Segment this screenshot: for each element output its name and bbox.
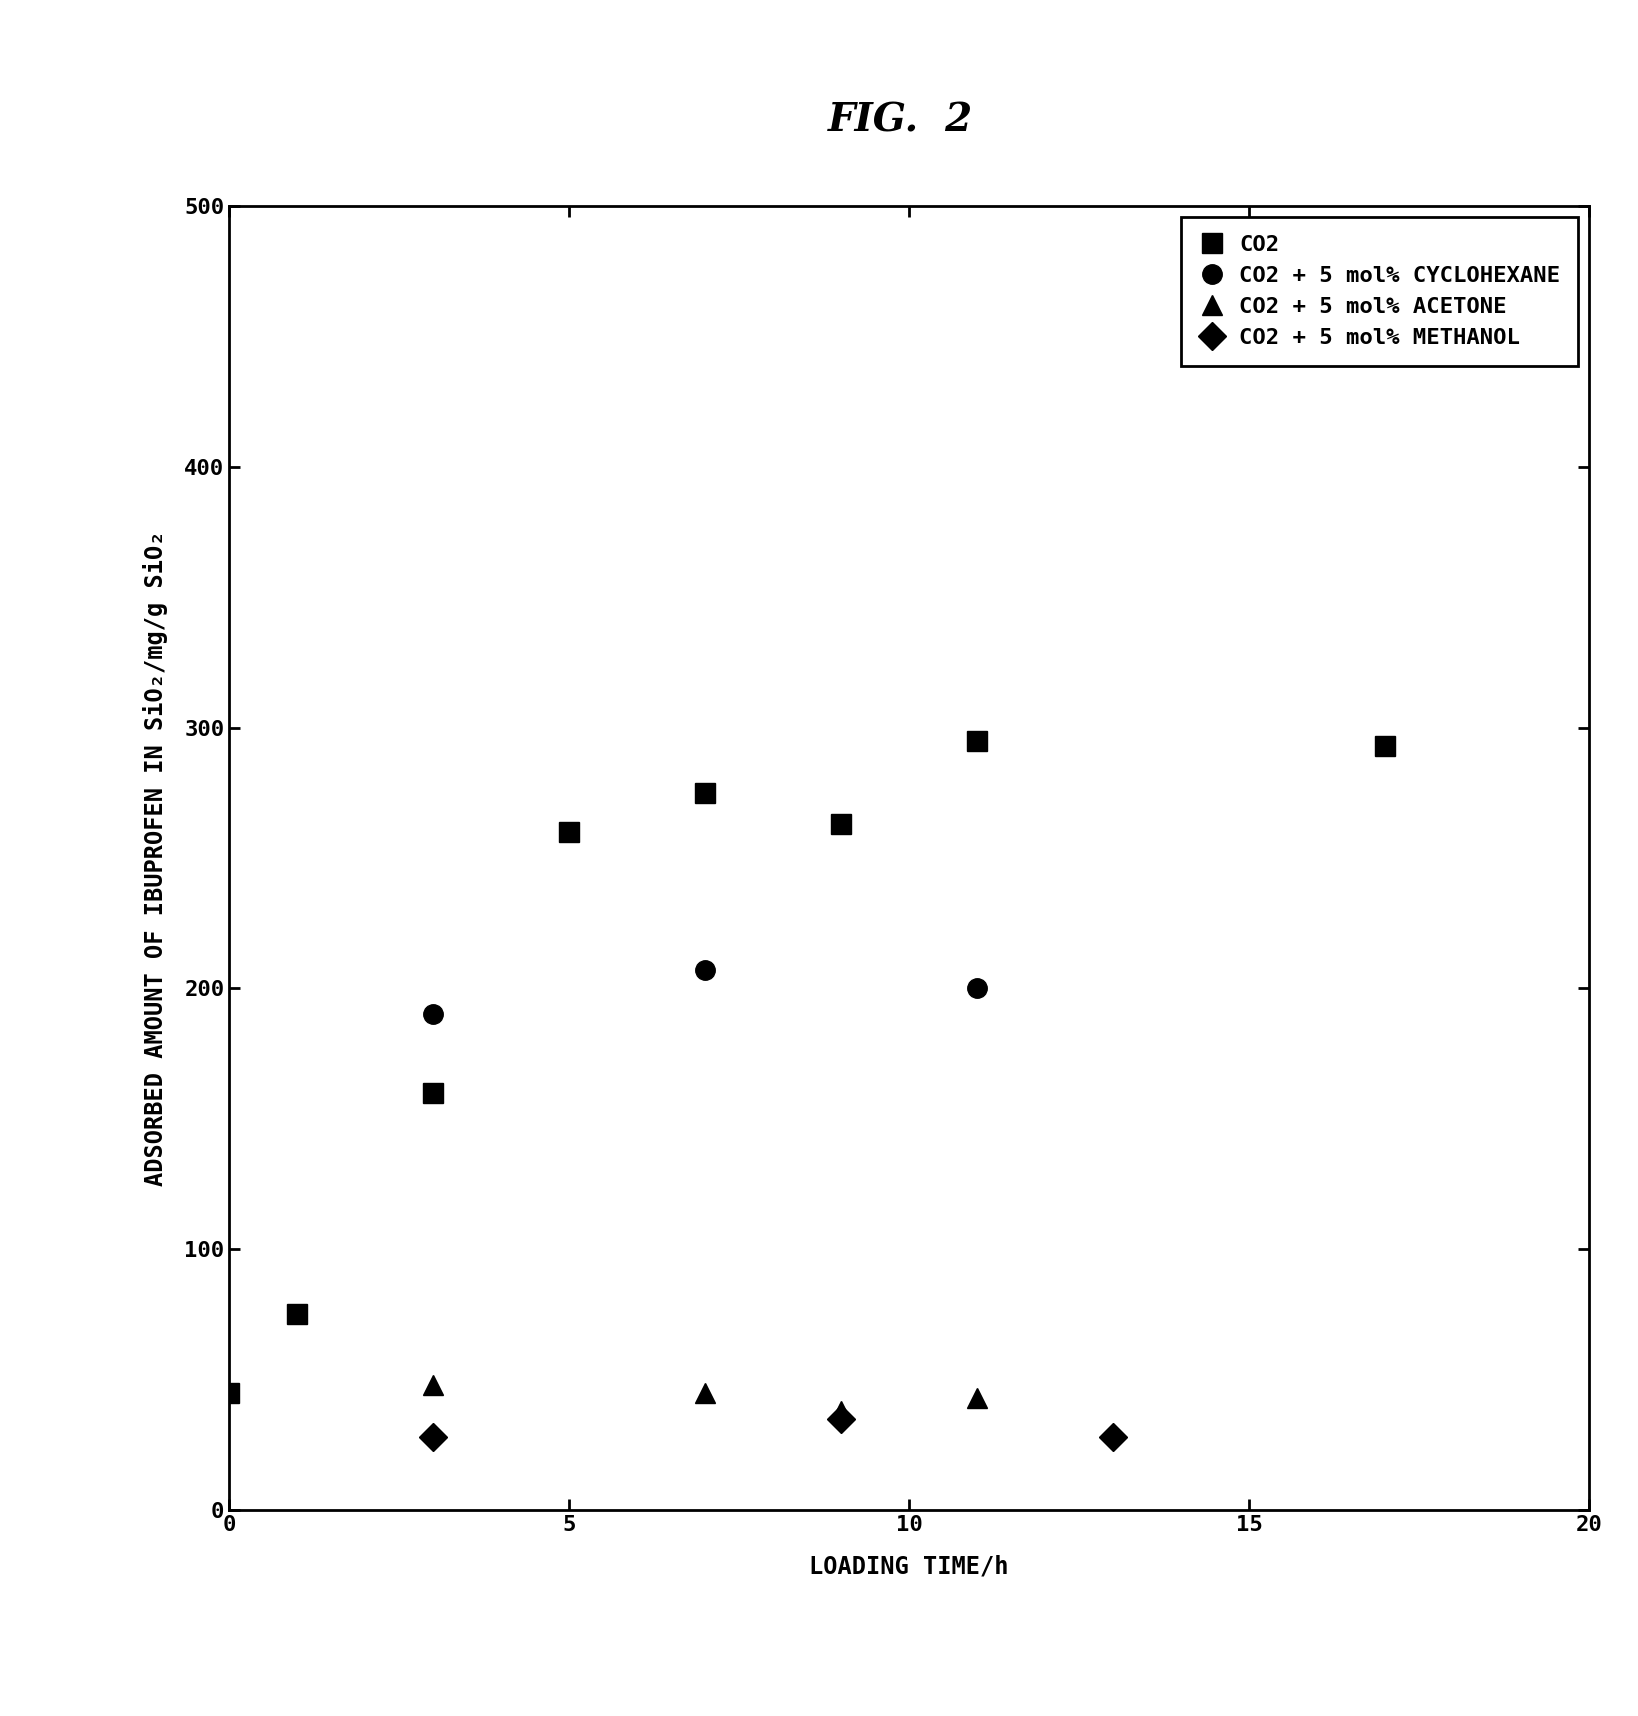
CO2 + 5 mol% CYCLOHEXANE xyxy=(696,959,716,980)
Line: CO2 + 5 mol% METHANOL: CO2 + 5 mol% METHANOL xyxy=(424,1409,1122,1447)
CO2 xyxy=(832,813,852,834)
Y-axis label: ADSORBED AMOUNT OF IBUPROFEN IN SiO₂/mg/g SiO₂: ADSORBED AMOUNT OF IBUPROFEN IN SiO₂/mg/… xyxy=(143,530,167,1186)
CO2 + 5 mol% ACETONE xyxy=(966,1388,986,1409)
Legend: CO2, CO2 + 5 mol% CYCLOHEXANE, CO2 + 5 mol% ACETONE, CO2 + 5 mol% METHANOL: CO2, CO2 + 5 mol% CYCLOHEXANE, CO2 + 5 m… xyxy=(1181,216,1577,366)
CO2 + 5 mol% METHANOL xyxy=(423,1426,442,1447)
Line: CO2 + 5 mol% CYCLOHEXANE: CO2 + 5 mol% CYCLOHEXANE xyxy=(424,961,986,1024)
CO2 + 5 mol% ACETONE xyxy=(696,1383,716,1404)
CO2 xyxy=(696,782,716,803)
CO2 + 5 mol% ACETONE xyxy=(832,1400,852,1421)
CO2 xyxy=(966,731,986,752)
CO2 xyxy=(560,822,580,843)
CO2 + 5 mol% CYCLOHEXANE xyxy=(966,978,986,999)
CO2 + 5 mol% CYCLOHEXANE xyxy=(423,1004,442,1024)
CO2 xyxy=(423,1083,442,1103)
Line: CO2 + 5 mol% ACETONE: CO2 + 5 mol% ACETONE xyxy=(424,1375,986,1421)
CO2 xyxy=(1376,736,1396,757)
CO2 + 5 mol% METHANOL xyxy=(832,1409,852,1429)
Line: CO2: CO2 xyxy=(219,731,1394,1402)
Text: FIG.  2: FIG. 2 xyxy=(829,101,973,139)
CO2 + 5 mol% ACETONE xyxy=(423,1375,442,1395)
CO2 + 5 mol% METHANOL xyxy=(1104,1426,1124,1447)
X-axis label: LOADING TIME/h: LOADING TIME/h xyxy=(809,1555,1009,1579)
CO2 xyxy=(288,1304,308,1325)
CO2 xyxy=(219,1383,239,1404)
